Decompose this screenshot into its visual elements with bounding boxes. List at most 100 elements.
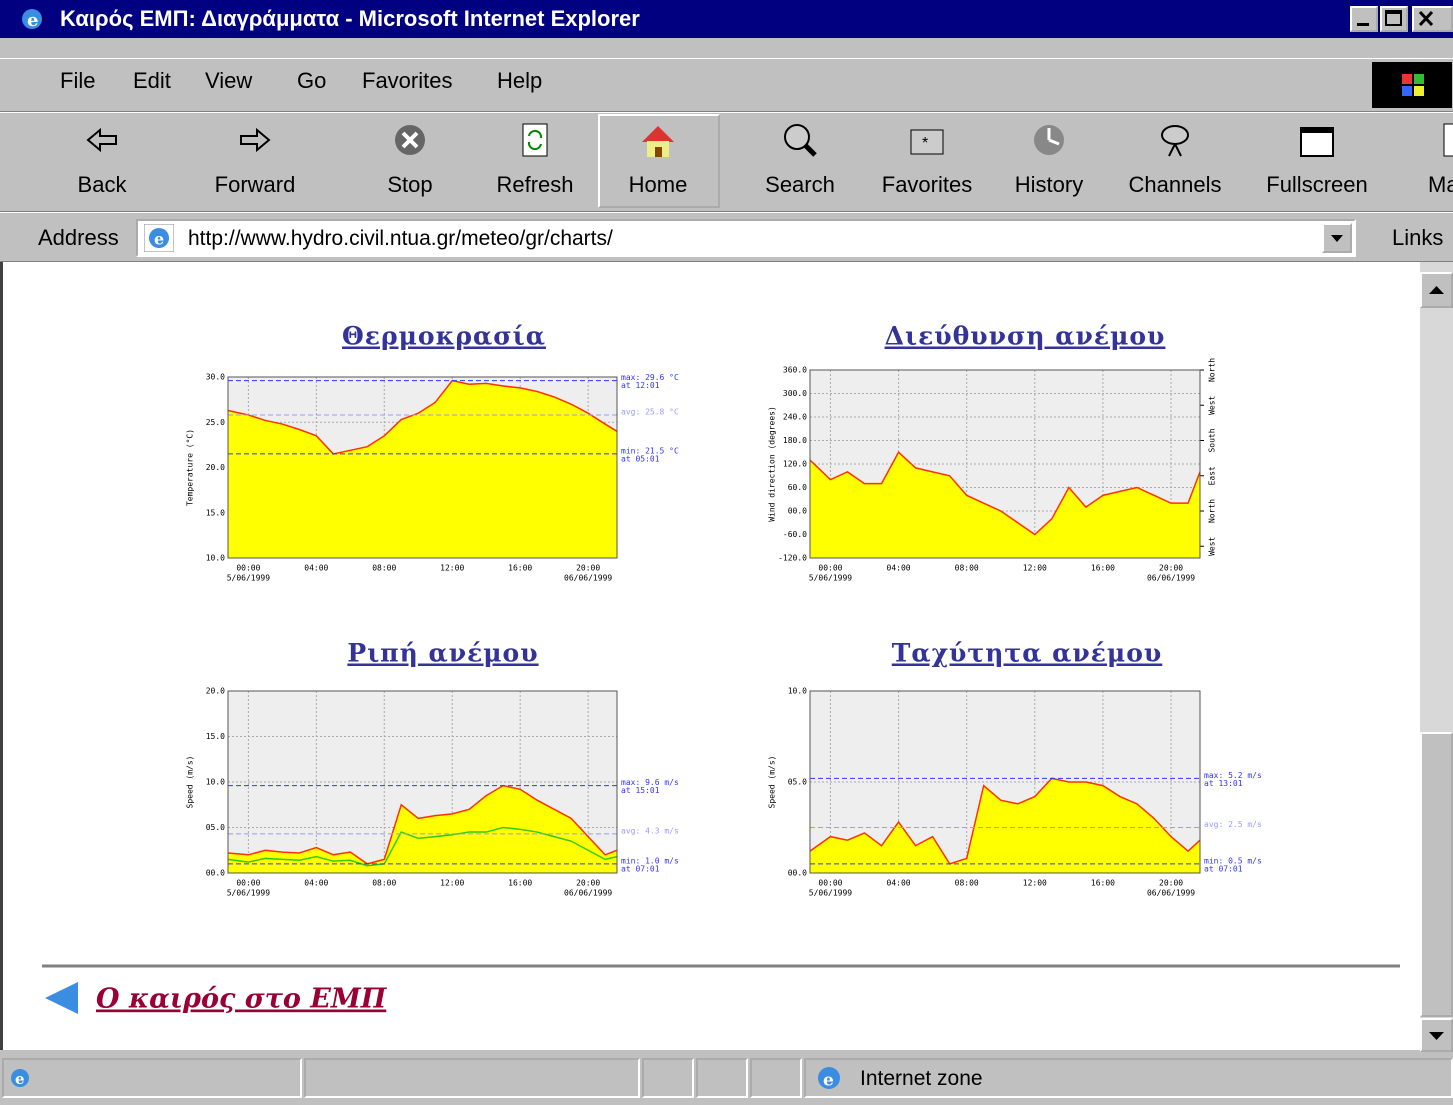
scroll-down[interactable] <box>1420 1018 1453 1052</box>
y-tick-label: 05.0 <box>788 778 807 787</box>
y-tick-label: 120.0 <box>783 460 807 469</box>
chart-title-link[interactable]: Θερμοκρασία <box>342 322 546 351</box>
date-label: 06/06/1999 <box>1147 889 1195 898</box>
svg-text:e: e <box>15 1070 25 1088</box>
y-axis-label: Speed (m/s) <box>186 756 195 809</box>
date-label: 5/06/1999 <box>227 889 271 898</box>
chart-title-link[interactable]: Ριπή ανέμου <box>347 639 538 668</box>
scroll-up[interactable] <box>1420 272 1453 308</box>
toolbar-icon <box>1440 120 1453 160</box>
y-tick-label: 20.0 <box>206 687 225 696</box>
links-label[interactable]: Links <box>1392 225 1443 251</box>
toolbar-button[interactable]: Back <box>42 112 162 208</box>
toolbar-icon <box>1029 120 1069 160</box>
toolbar-label: Channels <box>1115 172 1235 198</box>
toolbar-button[interactable]: Refresh <box>475 112 595 208</box>
y-tick-label: 360.0 <box>783 366 807 375</box>
svg-text:e: e <box>27 10 38 31</box>
toolbar-label: Forward <box>195 172 315 198</box>
toolbar-button[interactable]: Stop <box>350 112 470 208</box>
menu-item[interactable]: Favorites <box>362 68 452 94</box>
x-tick-label: 20:00 <box>1159 879 1183 888</box>
toolbar-label: Ma <box>1428 172 1453 198</box>
menu-item[interactable]: File <box>60 68 95 94</box>
x-tick-label: 12:00 <box>1023 564 1047 573</box>
scrollbar[interactable] <box>1420 262 1453 1052</box>
menu-item[interactable]: Edit <box>133 68 171 94</box>
y-tick-label: 180.0 <box>783 436 807 445</box>
menu-item[interactable]: View <box>205 68 252 94</box>
x-tick-label: 04:00 <box>887 879 911 888</box>
x-tick-label: 20:00 <box>576 564 600 573</box>
y-axis-label: Wind direction (degrees) <box>768 406 777 522</box>
toolbar-button[interactable]: Forward <box>195 112 315 208</box>
toolbar-label: Stop <box>350 172 470 198</box>
toolbar-button[interactable]: Search <box>740 112 860 208</box>
toolbar-button[interactable]: Home <box>598 112 718 208</box>
menu-item[interactable]: Help <box>497 68 542 94</box>
toolbar-icon <box>1155 120 1195 160</box>
x-tick-label: 16:00 <box>508 879 532 888</box>
y-tick-label: 15.0 <box>206 508 225 517</box>
y-tick-label: 00.0 <box>788 869 807 878</box>
y-tick-label: 00.0 <box>206 869 225 878</box>
home-link[interactable]: Ο καιρός στο ΕΜΠ <box>96 984 388 1015</box>
scroll-thumb[interactable] <box>1420 732 1453 1017</box>
toolbar-button[interactable]: Ma <box>1400 112 1453 208</box>
y2-tick-label: South <box>1208 428 1217 452</box>
toolbar-button[interactable]: History <box>989 112 1109 208</box>
date-label: 06/06/1999 <box>564 889 612 898</box>
x-tick-label: 08:00 <box>955 879 979 888</box>
y-tick-label: 10.0 <box>206 778 225 787</box>
y-tick-label: 15.0 <box>206 732 225 741</box>
x-tick-label: 04:00 <box>304 879 328 888</box>
y2-tick-label: North <box>1208 499 1217 523</box>
address-label: Address <box>38 225 119 251</box>
y-axis-label: Temperature (°C) <box>186 429 195 506</box>
reference-label: avg: 4.3 m/s <box>621 826 679 835</box>
date-label: 5/06/1999 <box>227 574 271 583</box>
chart-title-link[interactable]: Ταχύτητα ανέμου <box>892 639 1163 668</box>
x-tick-label: 16:00 <box>508 564 532 573</box>
x-tick-label: 20:00 <box>576 879 600 888</box>
toolbar-button[interactable]: *Favorites <box>867 112 987 208</box>
y2-tick-label: North <box>1208 358 1217 382</box>
status-panel: e <box>2 1058 302 1098</box>
y-tick-label: 60.0 <box>788 483 807 492</box>
reference-sublabel: at 12:01 <box>621 381 660 390</box>
y-tick-label: 240.0 <box>783 413 807 422</box>
minimize-button[interactable] <box>1350 6 1378 32</box>
reference-sublabel: at 15:01 <box>621 786 660 795</box>
reference-label: avg: 2.5 m/s <box>1204 820 1262 829</box>
toolbar-button[interactable]: Channels <box>1115 112 1235 208</box>
y-tick-label: 10.0 <box>788 687 807 696</box>
address-field[interactable]: e http://www.hydro.civil.ntua.gr/meteo/g… <box>136 219 1356 257</box>
maximize-button[interactable] <box>1380 6 1408 32</box>
y-axis-label: Speed (m/s) <box>768 756 777 809</box>
x-tick-label: 00:00 <box>236 879 260 888</box>
toolbar-icon <box>1297 120 1337 160</box>
menu-item[interactable]: Go <box>297 68 326 94</box>
toolbar-icon <box>780 120 820 160</box>
chart: Θερμοκρασία00:0004:0008:0012:0016:0020:0… <box>186 322 679 583</box>
x-tick-label: 00:00 <box>236 564 260 573</box>
close-button[interactable] <box>1412 6 1453 32</box>
toolbar-button[interactable]: Fullscreen <box>1257 112 1377 208</box>
date-label: 5/06/1999 <box>809 574 853 583</box>
status-panel <box>696 1058 748 1098</box>
back-arrow-icon <box>45 982 78 1014</box>
page-content: Ο καιρός στο ΕΜΠ Θερμοκρασία 00:00 04:00 08… <box>0 262 1420 1050</box>
toolbar-icon <box>235 120 275 160</box>
toolbar-label: Home <box>598 172 718 198</box>
y-tick-label: -60.0 <box>783 530 807 539</box>
window-title: Καιρός ΕΜΠ: Διαγράμματα - Microsoft Inte… <box>60 6 640 32</box>
chart-title-link[interactable]: Διεύθυνση ανέμου <box>885 322 1166 351</box>
ie-icon: e <box>18 6 46 32</box>
status-panel <box>642 1058 694 1098</box>
address-bar: Address e http://www.hydro.civil.ntua.gr… <box>0 212 1453 262</box>
title-bar: e Καιρός ΕΜΠ: Διαγράμματα - Microsoft In… <box>0 0 1453 38</box>
y-tick-label: -120.0 <box>778 554 807 563</box>
address-dropdown[interactable] <box>1322 223 1352 253</box>
